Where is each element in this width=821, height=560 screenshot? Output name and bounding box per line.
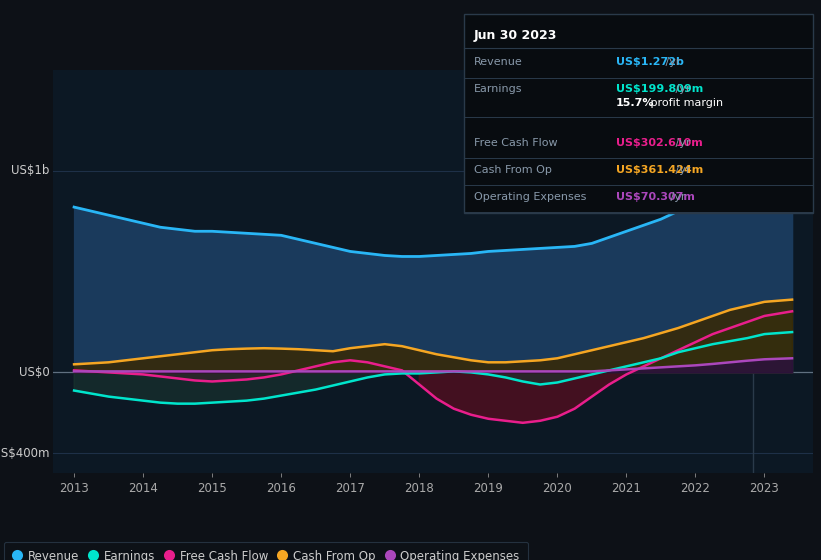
- Text: 15.7%: 15.7%: [616, 98, 654, 108]
- Text: /yr: /yr: [667, 192, 686, 202]
- Text: Earnings: Earnings: [474, 84, 522, 94]
- Text: Jun 30 2023: Jun 30 2023: [474, 29, 557, 42]
- Text: US$199.809m: US$199.809m: [616, 84, 703, 94]
- Text: /yr: /yr: [672, 84, 690, 94]
- Text: US$0: US$0: [19, 366, 49, 379]
- Text: Operating Expenses: Operating Expenses: [474, 192, 586, 202]
- Text: /yr: /yr: [662, 57, 680, 67]
- Text: US$302.610m: US$302.610m: [616, 138, 703, 148]
- Text: Revenue: Revenue: [474, 57, 522, 67]
- Text: US$1.272b: US$1.272b: [616, 57, 684, 67]
- Text: /yr: /yr: [672, 138, 690, 148]
- Text: US$70.307m: US$70.307m: [616, 192, 695, 202]
- Text: US$361.424m: US$361.424m: [616, 165, 703, 175]
- Text: US$1b: US$1b: [11, 164, 49, 178]
- Legend: Revenue, Earnings, Free Cash Flow, Cash From Op, Operating Expenses: Revenue, Earnings, Free Cash Flow, Cash …: [4, 542, 528, 560]
- Text: profit margin: profit margin: [647, 98, 723, 108]
- Text: -US$400m: -US$400m: [0, 446, 49, 460]
- Text: Cash From Op: Cash From Op: [474, 165, 552, 175]
- Text: Free Cash Flow: Free Cash Flow: [474, 138, 557, 148]
- Text: /yr: /yr: [672, 165, 690, 175]
